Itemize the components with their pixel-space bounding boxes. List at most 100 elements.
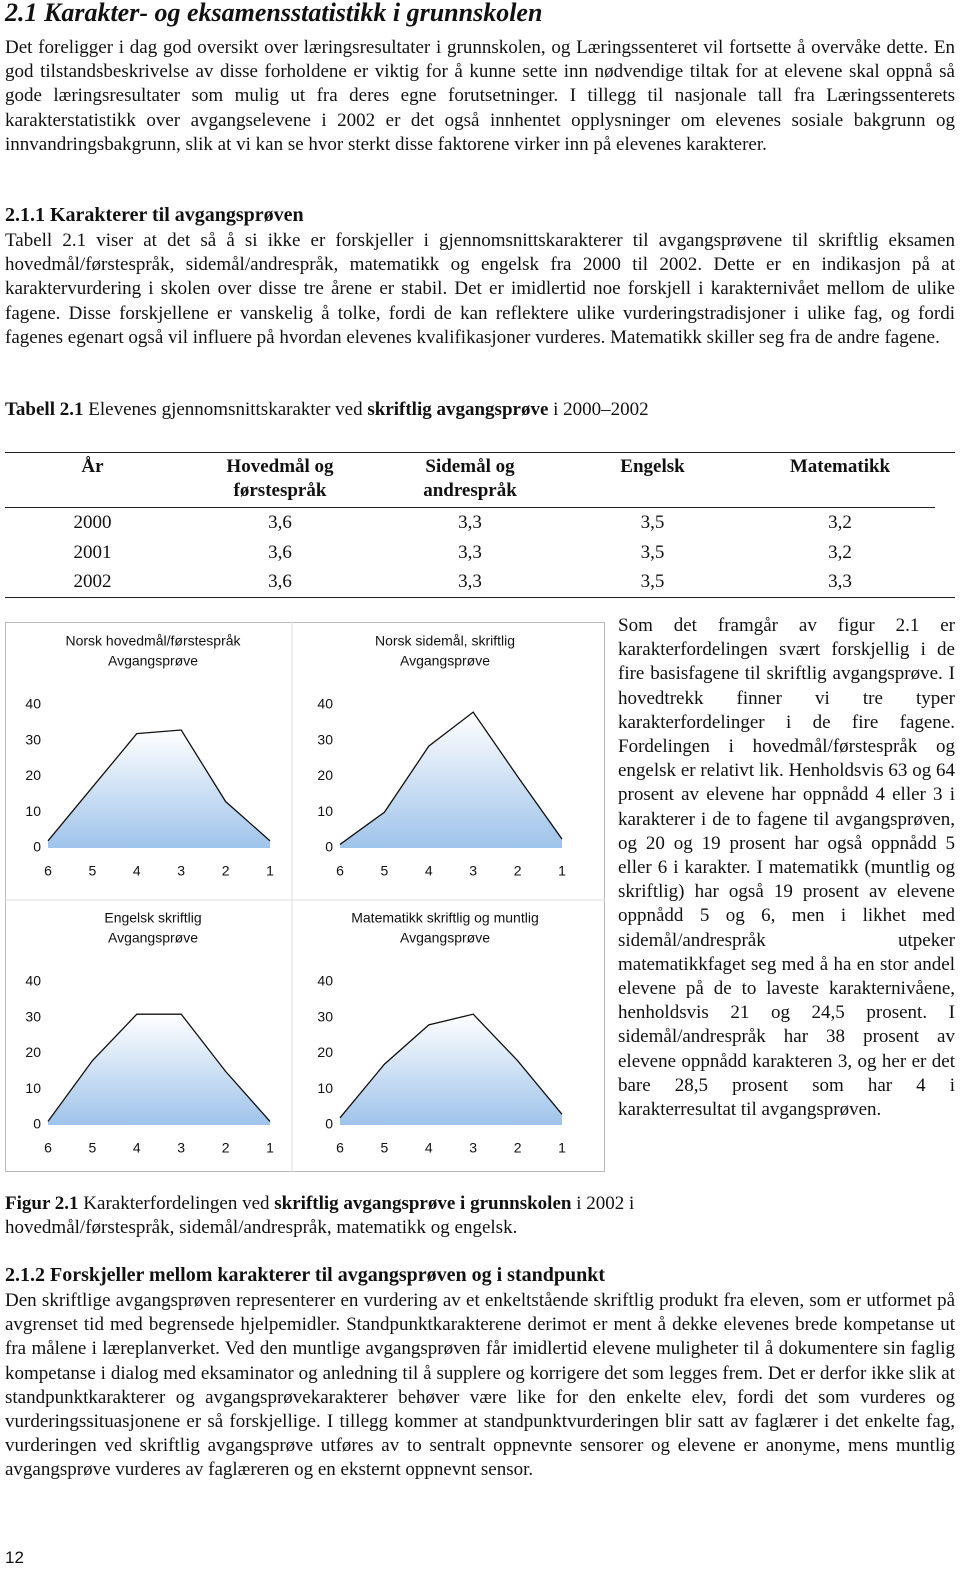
table-cell: 3,5 (640, 541, 665, 563)
subsection-title: 2.1.2 Forskjeller mellom karakterer til … (5, 1264, 605, 1286)
x-tick-label: 2 (514, 863, 522, 879)
caption-text: Karakterfordelingen ved (78, 1193, 275, 1214)
area (340, 1014, 562, 1125)
x-tick-label: 5 (89, 863, 97, 879)
x-tick-label: 1 (558, 1140, 566, 1156)
x-tick-label: 2 (514, 1140, 522, 1156)
table-cell: 3,6 (268, 571, 292, 592)
paragraph: Som det framgår av figur 2.1 er karakter… (618, 615, 955, 1121)
page-number: 12 (5, 1548, 24, 1567)
subsection-title: 2.1.1 Karakterer til avgangsprøven (5, 204, 304, 226)
x-tick-label: 1 (558, 863, 566, 879)
table-cell: 3,2 (828, 512, 852, 533)
table-caption: Tabell 2.1 Elevenes gjennomsnittskarakte… (5, 398, 955, 422)
caption-text: i 2002 i hovedmål/førstespråk, sidemål/a… (5, 1193, 635, 1239)
section-title: 2.1 Karakter- og eksamensstatistikk i gr… (5, 0, 543, 27)
x-tick-label: 1 (266, 1140, 274, 1156)
x-tick-label: 4 (133, 1140, 141, 1156)
x-tick-label: 2 (222, 1140, 230, 1156)
y-tick-label: 30 (25, 1008, 41, 1024)
y-tick-label: 40 (25, 973, 41, 989)
paragraph: Det foreligger i dag god oversikt over l… (5, 37, 955, 155)
chart-title: Norsk hovedmål/førstespråk (65, 633, 241, 649)
column-header: Matematikk (745, 453, 935, 508)
area (340, 712, 562, 848)
table-cell: 3,5 (640, 512, 665, 533)
paragraph: Den skriftlige avgangsprøven representer… (5, 1290, 955, 1481)
x-tick-label: 3 (177, 1140, 185, 1156)
x-tick-label: 2 (222, 863, 230, 879)
x-tick-label: 4 (425, 863, 433, 879)
x-tick-label: 6 (44, 863, 52, 879)
x-tick-label: 4 (133, 863, 141, 879)
x-tick-label: 3 (177, 863, 185, 879)
x-tick-label: 6 (336, 863, 344, 879)
table-cell: 3,2 (828, 541, 852, 563)
table-cell: 2002 (73, 571, 112, 592)
table-body: 2000 3,6 3,3 3,5 3,2 2001 3,6 3,3 3,5 3,2 2002 3,6 3… (5, 508, 935, 597)
table-row: 2001 3,6 3,3 3,5 3,2 (5, 538, 935, 568)
line (47, 729, 271, 842)
x-tick-label: 5 (89, 1140, 97, 1156)
caption-label: Figur 2.1 (5, 1193, 79, 1214)
y-tick-label: 40 (317, 696, 333, 712)
y-tick-label: 0 (33, 1116, 41, 1132)
x-tick-label: 5 (381, 1140, 389, 1156)
chart-title: Norsk sidemål, skriftlig (375, 633, 515, 649)
y-tick-label: 10 (25, 1080, 41, 1096)
table-cell: 3,3 (458, 541, 482, 563)
area (48, 1014, 270, 1125)
table-cell: 3,5 (640, 571, 665, 592)
x-tick-label: 3 (469, 863, 477, 879)
figure: Norsk hovedmål/førstespråk Avgangsprøve 0 1… (5, 622, 605, 1172)
column-header: År (5, 453, 180, 508)
table-cell: 3,6 (268, 541, 292, 563)
area (48, 730, 270, 848)
y-tick-label: 30 (25, 731, 41, 747)
column-header: Sidemål og andrespråk (380, 453, 560, 508)
header-row: År Hovedmål og førstespråk Sidemål og andr… (5, 453, 935, 508)
y-tick-label: 20 (25, 1044, 41, 1060)
table-cell: 3,3 (828, 571, 852, 592)
table-cell: 3,3 (458, 512, 482, 533)
table-row: 2002 3,6 3,3 3,5 3,3 (5, 567, 935, 597)
line (47, 1013, 271, 1122)
x-tick-label: 5 (381, 863, 389, 879)
caption-label: Tabell 2.1 (5, 399, 84, 420)
table-grid: År Hovedmål og førstespråk Sidemål og andr… (5, 453, 935, 597)
x-tick-label: 1 (266, 863, 274, 879)
y-tick-label: 0 (325, 839, 333, 855)
column-header: Engelsk (560, 453, 745, 508)
y-tick-label: 10 (317, 803, 333, 819)
y-tick-label: 10 (25, 803, 41, 819)
table-row: 2000 3,6 3,3 3,5 3,2 (5, 508, 935, 538)
table-cell: 3,6 (268, 512, 292, 533)
y-tick-label: 40 (25, 696, 41, 712)
x-tick-label: 4 (425, 1140, 433, 1156)
figure-caption: Figur 2.1 Karakterfordelingen ved skrift… (5, 1192, 635, 1240)
y-tick-label: 40 (317, 973, 333, 989)
y-tick-label: 30 (317, 1008, 333, 1024)
x-tick-label: 6 (336, 1140, 344, 1156)
table: År Hovedmål og førstespråk Sidemål og andr… (5, 452, 955, 598)
caption-text: i 2000–2002 (548, 399, 649, 420)
chart-subtitle: Avgangsprøve (108, 653, 198, 669)
chart-title: Matematikk skriftlig og muntlig (351, 910, 539, 926)
x-tick-label: 6 (44, 1140, 52, 1156)
caption-emphasis: skriftlig avgangsprøve (367, 399, 549, 420)
caption-emphasis: skriftlig avgangsprøve i grunnskolen (274, 1193, 572, 1214)
line (339, 711, 563, 845)
y-tick-label: 20 (317, 1044, 333, 1060)
chart-subtitle: Avgangsprøve (108, 930, 198, 946)
table-cell: 2001 (73, 541, 112, 563)
figure-frame (5, 622, 605, 1172)
column-header: Hovedmål og førstespråk (180, 453, 380, 508)
paragraph: Tabell 2.1 viser at det så å si ikke er … (5, 230, 955, 348)
y-tick-label: 30 (317, 731, 333, 747)
chart-subtitle: Avgangsprøve (400, 653, 490, 669)
y-tick-label: 20 (25, 767, 41, 783)
x-tick-label: 3 (469, 1140, 477, 1156)
y-tick-label: 20 (317, 767, 333, 783)
line (339, 1013, 563, 1119)
